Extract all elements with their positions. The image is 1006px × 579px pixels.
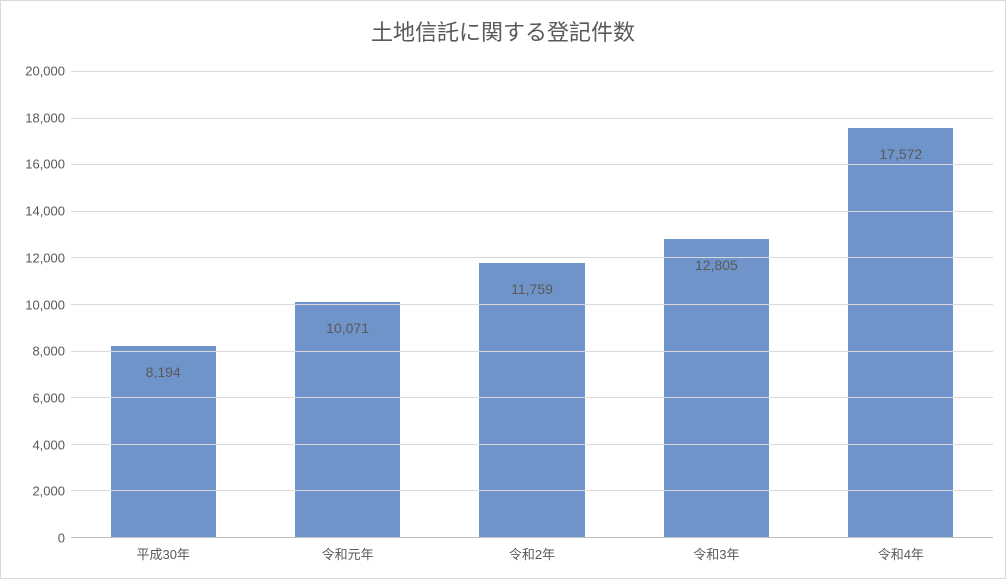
y-tick-label: 4,000: [32, 437, 65, 452]
bar-data-label: 8,194: [146, 364, 181, 380]
y-tick-label: 20,000: [25, 64, 65, 79]
gridline: [71, 118, 993, 119]
y-tick-label: 2,000: [32, 484, 65, 499]
bar: 12,805: [664, 239, 769, 537]
bar-data-label: 11,759: [511, 281, 553, 297]
x-axis: 平成30年令和元年令和2年令和3年令和4年: [71, 544, 993, 568]
gridline: [71, 490, 993, 491]
bar: 8,194: [111, 346, 216, 537]
y-tick-label: 10,000: [25, 297, 65, 312]
chart-title: 土地信託に関する登記件数: [1, 15, 1005, 47]
y-tick-label: 0: [58, 531, 65, 546]
y-tick-label: 8,000: [32, 344, 65, 359]
x-tick-label: 令和4年: [809, 544, 993, 568]
x-tick-label: 令和3年: [624, 544, 808, 568]
x-tick-label: 平成30年: [71, 544, 255, 568]
plot-wrapper: 02,0004,0006,0008,00010,00012,00014,0001…: [13, 71, 993, 538]
bar-data-label: 12,805: [695, 257, 738, 273]
y-axis: 02,0004,0006,0008,00010,00012,00014,0001…: [13, 71, 71, 538]
y-tick-label: 16,000: [25, 157, 65, 172]
gridline: [71, 164, 993, 165]
bar: 17,572: [848, 128, 953, 537]
y-tick-label: 18,000: [25, 110, 65, 125]
gridline: [71, 351, 993, 352]
y-tick-label: 12,000: [25, 250, 65, 265]
bar-data-label: 17,572: [879, 146, 922, 162]
x-tick-label: 令和2年: [440, 544, 624, 568]
plot-area: 8,194 10,071 11,759 12,805 17,572: [71, 71, 993, 538]
x-tick-label: 令和元年: [255, 544, 439, 568]
gridline: [71, 257, 993, 258]
gridline: [71, 71, 993, 72]
gridline: [71, 397, 993, 398]
gridline: [71, 211, 993, 212]
bar-data-label: 10,071: [326, 320, 369, 336]
chart-container: 土地信託に関する登記件数 0 2,000 4,000 6,000 8,000 10,000…: [0, 0, 1006, 579]
y-tick-label: 6,000: [32, 390, 65, 405]
y-tick-label: 14,000: [25, 204, 65, 219]
gridline: [71, 304, 993, 305]
gridline: [71, 444, 993, 445]
bar: 10,071: [295, 302, 400, 537]
